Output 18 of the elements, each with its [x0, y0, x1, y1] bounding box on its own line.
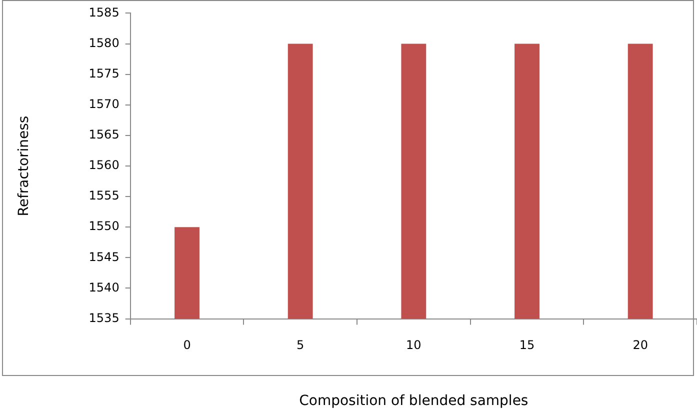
y-axis-title: Refractoriness — [16, 116, 32, 216]
y-tick-label: 1545 — [88, 250, 120, 264]
y-tick-label: 1550 — [88, 219, 120, 234]
x-tick-label: 5 — [296, 338, 304, 352]
y-tick-label: 1570 — [88, 97, 120, 112]
x-tick-label: 15 — [519, 338, 535, 352]
y-tick-label: 1555 — [88, 188, 120, 203]
x-tick-label: 10 — [406, 338, 422, 352]
y-tick-label: 1575 — [88, 66, 120, 80]
y-tick-label: 1585 — [88, 5, 120, 20]
y-tick-label: 1540 — [88, 280, 120, 294]
y-tick-label: 1560 — [88, 158, 120, 172]
x-tick-label: 0 — [183, 338, 191, 352]
y-tick-label: 1535 — [88, 310, 120, 325]
y-tick-label: 1580 — [88, 36, 120, 50]
y-tick-label: 1565 — [88, 128, 120, 142]
x-axis-title: Composition of blended samples — [299, 393, 528, 410]
x-tick-label: 20 — [632, 338, 648, 352]
